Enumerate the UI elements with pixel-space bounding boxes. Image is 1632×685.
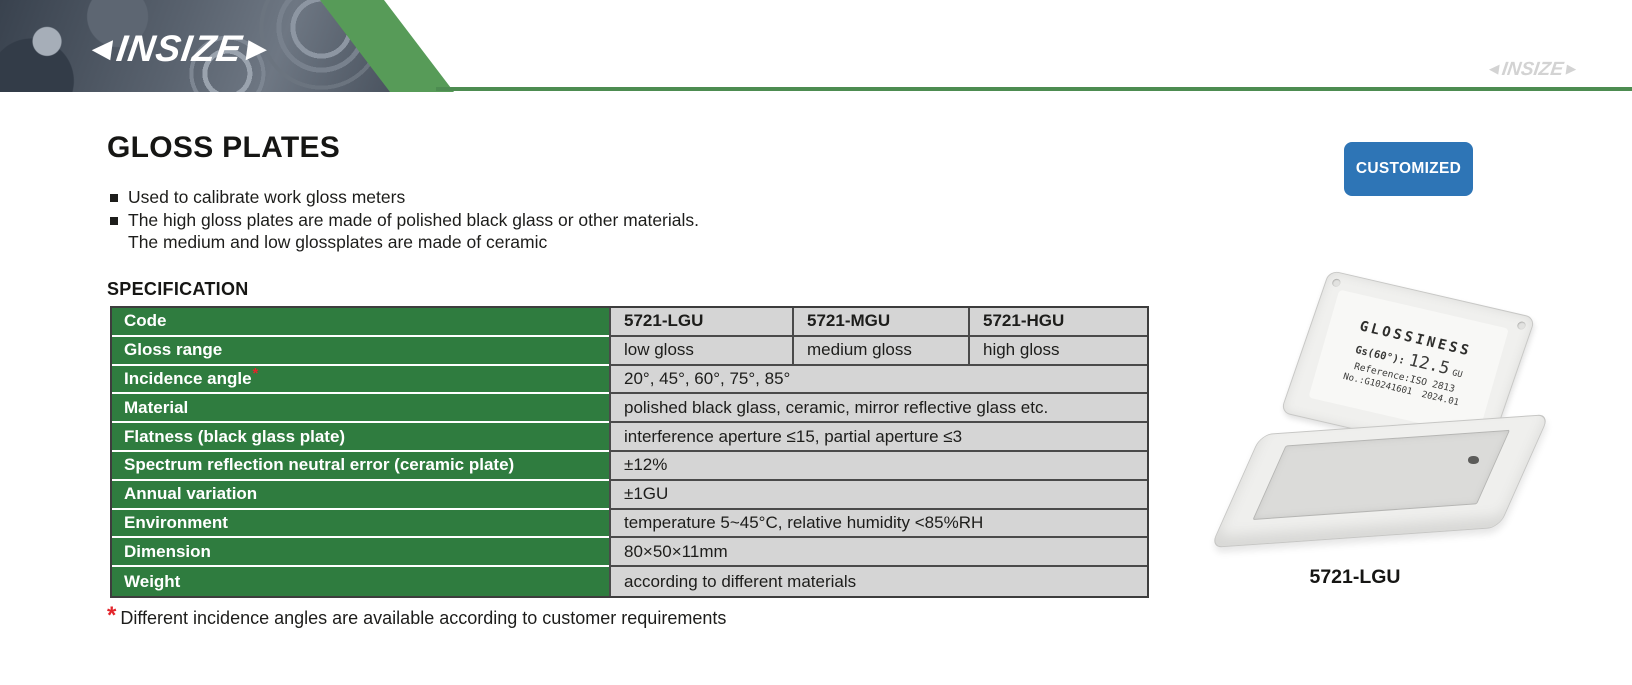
- bullet-text: The high gloss plates are made of polish…: [128, 209, 699, 254]
- label-date: 2024.01: [1420, 390, 1460, 409]
- green-divider-line: [436, 87, 1632, 91]
- page-header: ◀ INSIZE ▶ ◀ INSIZE ▶: [0, 0, 1632, 92]
- spec-row-label-text: Environment: [124, 512, 228, 532]
- spec-row-label-text: Weight: [124, 571, 181, 591]
- logo-text: INSIZE: [114, 28, 246, 69]
- feature-bullet-list: Used to calibrate work gloss meters The h…: [110, 186, 870, 254]
- bullet-item: Used to calibrate work gloss meters: [110, 186, 870, 209]
- case-base: [1210, 413, 1550, 549]
- spec-row-label: Dimension: [112, 538, 609, 568]
- spec-cell: 5721-HGU: [968, 308, 1147, 337]
- spec-row-label: Material: [112, 394, 609, 424]
- spec-cell: ±12%: [609, 451, 1147, 481]
- spec-table-row: Dimension 80×50×11mm: [112, 538, 1147, 568]
- spec-row-label: Code: [112, 308, 609, 337]
- bullet-text-line: Used to calibrate work gloss meters: [128, 187, 406, 207]
- insize-logo: ◀ INSIZE ▶: [89, 28, 270, 69]
- screw-icon: [1331, 278, 1342, 288]
- hinge-icon: [1468, 456, 1479, 464]
- gs-unit: GU: [1450, 368, 1464, 381]
- gloss-plate: [1252, 429, 1511, 520]
- spec-cell: temperature 5~45°C, relative humidity <8…: [609, 509, 1147, 539]
- insize-watermark: ◀ INSIZE ▶: [1487, 59, 1578, 80]
- spec-row-label: Weight: [112, 567, 609, 596]
- bullet-square-icon: [110, 216, 118, 225]
- bullet-text: Used to calibrate work gloss meters: [128, 186, 405, 209]
- spec-row-label-text: Material: [124, 397, 189, 417]
- spec-cell: medium gloss: [792, 336, 968, 366]
- spec-table-row: Spectrum reflection neutral error (ceram…: [112, 451, 1147, 481]
- bullet-text-line: The high gloss plates are made of polish…: [128, 209, 699, 230]
- screw-icon: [1516, 320, 1527, 331]
- bullet-text-line: The medium and low glossplates are made …: [128, 232, 548, 252]
- footnote-asterisk: *: [107, 602, 117, 629]
- machinery-photo: [0, 0, 392, 92]
- spec-table-row: Flatness (black glass plate) interference…: [112, 423, 1147, 452]
- spec-cell: high gloss: [968, 336, 1147, 366]
- spec-row-label: Incidence angle *: [112, 365, 609, 395]
- spec-table-row: Annual variation ±1GU: [112, 480, 1147, 510]
- customized-button[interactable]: CUSTOMIZED: [1344, 142, 1473, 196]
- spec-table-row: Environment temperature 5~45°C, relative …: [112, 509, 1147, 539]
- watermark-text: INSIZE: [1500, 59, 1565, 80]
- spec-cell: 80×50×11mm: [609, 538, 1147, 568]
- spec-row-label: Environment: [112, 509, 609, 539]
- spec-table-row: Code 5721-LGU 5721-MGU 5721-HGU: [112, 308, 1147, 337]
- spec-table-row: Gloss range low gloss medium gloss high glo…: [112, 336, 1147, 366]
- glossiness-label: GLOSSINESS Gs(60°): 12.5 GU Reference:IS…: [1308, 289, 1509, 437]
- page-title: GLOSS PLATES: [107, 131, 341, 164]
- logo-left-arrow-icon: ◀: [89, 33, 115, 64]
- spec-row-label-text: Flatness (black glass plate): [124, 426, 346, 446]
- spec-cell: interference aperture ≤15, partial apert…: [609, 423, 1147, 452]
- footnote: * Different incidence angles are availab…: [107, 602, 727, 630]
- spec-row-label: Gloss range: [112, 336, 609, 366]
- spec-row-label-text: Code: [124, 311, 167, 331]
- spec-table: Code 5721-LGU 5721-MGU 5721-HGU Gloss range l…: [110, 306, 1149, 598]
- spec-row-label: Flatness (black glass plate): [112, 423, 609, 452]
- spec-row-label-text: Annual variation: [124, 484, 258, 504]
- spec-table-row: Weight according to different materials: [112, 567, 1147, 596]
- spec-row-label-text: Dimension: [124, 541, 211, 561]
- product-photo: GLOSSINESS Gs(60°): 12.5 GU Reference:IS…: [1180, 268, 1600, 598]
- spec-cell: 5721-MGU: [792, 308, 968, 337]
- spec-cell: polished black glass, ceramic, mirror re…: [609, 394, 1147, 424]
- watermark-left-arrow-icon: ◀: [1487, 62, 1500, 77]
- spec-cell: 5721-LGU: [609, 308, 792, 337]
- spec-row-label: Spectrum reflection neutral error (ceram…: [112, 451, 609, 481]
- spec-cell: low gloss: [609, 336, 792, 366]
- bullet-square-icon: [110, 194, 118, 202]
- spec-row-label-text: Spectrum reflection neutral error (ceram…: [124, 455, 515, 475]
- required-asterisk: *: [252, 365, 259, 383]
- spec-table-row: Material polished black glass, ceramic, m…: [112, 394, 1147, 424]
- spec-table-row: Incidence angle * 20°, 45°, 60°, 75°, 85°: [112, 365, 1147, 395]
- spec-cell: ±1GU: [609, 480, 1147, 510]
- product-caption: 5721-LGU: [1309, 566, 1401, 588]
- spec-row-label-text: Incidence angle: [124, 368, 252, 388]
- logo-right-arrow-icon: ▶: [245, 33, 270, 64]
- spec-cell: 20°, 45°, 60°, 75°, 85°: [609, 365, 1147, 395]
- spec-row-label-text: Gloss range: [124, 340, 223, 360]
- spec-cell: according to different materials: [609, 567, 1147, 596]
- footnote-text: Different incidence angles are available…: [120, 608, 727, 628]
- spec-row-label: Annual variation: [112, 480, 609, 510]
- specification-heading: SPECIFICATION: [107, 279, 249, 299]
- watermark-right-arrow-icon: ▶: [1564, 62, 1578, 77]
- bullet-item: The high gloss plates are made of polish…: [110, 209, 870, 254]
